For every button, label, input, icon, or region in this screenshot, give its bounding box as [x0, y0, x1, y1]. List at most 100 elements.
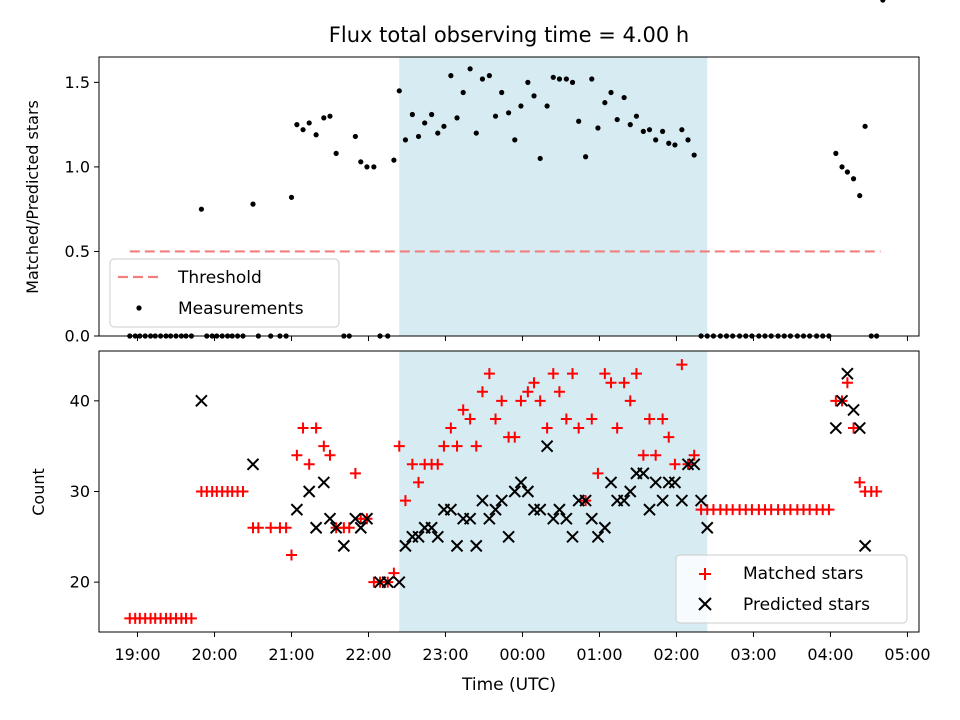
predicted-star-marker [591, 530, 605, 544]
measurement-point [525, 79, 531, 85]
matched-star-marker [605, 377, 617, 389]
bottom-y-axis-label: Count [29, 468, 48, 516]
measurement-point [198, 206, 205, 212]
chart-title: Flux total observing time = 4.00 h [329, 23, 689, 47]
matched-star-marker [657, 413, 669, 425]
matched-star-marker [586, 413, 598, 425]
measurement-point [460, 89, 466, 96]
matched-star-marker [476, 386, 488, 398]
measurement-point [550, 74, 556, 80]
x-tick-label: 05:00 [884, 645, 930, 664]
measurement-point [880, 0, 886, 3]
matched-star-marker [522, 386, 534, 398]
x-tick-label: 03:00 [730, 645, 776, 664]
predicted-star-marker [694, 494, 708, 507]
top-y-tick-label: 0.5 [65, 242, 90, 261]
predicted-star-marker [521, 485, 535, 498]
predicted-star-marker [829, 421, 843, 435]
matched-star-marker [567, 368, 579, 380]
x-tick-label: 19:00 [114, 645, 160, 664]
measurement-point [250, 201, 256, 207]
measurement-point [396, 88, 402, 94]
matched-star-marker [303, 458, 315, 470]
matched-star-marker [470, 440, 482, 452]
measurement-point [415, 133, 422, 140]
measurement-point [833, 150, 839, 156]
matched-star-marker [483, 368, 495, 380]
predicted-star-marker [329, 521, 343, 534]
measurement-point [589, 76, 595, 82]
measurement-point [666, 140, 672, 146]
matched-star-marker [464, 413, 476, 425]
measurement-point [685, 137, 691, 143]
measurement-point [435, 130, 441, 136]
matched-star-marker [624, 395, 636, 407]
measurement-point [409, 111, 415, 118]
x-tick-label: 00:00 [499, 645, 545, 664]
top-y-tick-label: 1.5 [65, 73, 90, 92]
x-tick-label: 02:00 [653, 645, 699, 664]
matched-star-marker [611, 422, 623, 434]
measurement-point [614, 116, 620, 123]
measurement-point [844, 169, 850, 175]
measurement-point [660, 128, 666, 134]
top-legend: Threshold Measurements [109, 258, 340, 328]
measurement-point [679, 127, 685, 133]
top-y-tick-label: 0.0 [65, 327, 90, 346]
predicted-star-marker [337, 539, 351, 553]
measurement-point [402, 137, 409, 143]
matched-star-marker [252, 522, 264, 534]
measurement-point [537, 155, 543, 162]
measurement-point [633, 113, 640, 119]
measurement-point [672, 142, 678, 148]
predicted-star-marker [495, 494, 508, 507]
matched-star-marker [592, 467, 604, 479]
matched-star-marker [291, 449, 303, 461]
predicted-star-marker [835, 394, 849, 408]
predicted-star-marker [668, 476, 682, 489]
bottom-axis-ticks: 20 30 40 19:00 20:00 21:00 22:00 23:00 00:00 01:0… [70, 391, 931, 664]
measurement-point [422, 120, 428, 126]
measurement-point [621, 94, 627, 101]
matched-star-marker [457, 404, 469, 416]
predicted-star-marker [675, 494, 689, 507]
matched-star-marker [676, 359, 688, 371]
matched-star-marker [413, 476, 425, 488]
x-tick-label: 22:00 [345, 645, 391, 664]
predicted-star-marker [309, 521, 323, 534]
bottom-y-tick-label: 40 [70, 391, 90, 410]
predicted-star-marker [246, 458, 260, 471]
measurement-point [646, 127, 653, 133]
legend-predicted-label: Predicted stars [743, 595, 870, 615]
top-axis-ticks: 0.0 0.5 1.0 1.5 [65, 73, 908, 346]
matched-star-marker [406, 458, 418, 470]
matched-star-marker [343, 522, 355, 534]
measurement-point [294, 122, 300, 128]
bottom-y-tick-label: 30 [70, 482, 90, 501]
predicted-star-marker [649, 476, 662, 489]
predicted-star-marker [381, 575, 394, 589]
matched-star-marker [265, 522, 277, 534]
measurement-point [492, 113, 499, 119]
predicted-star-marker [853, 421, 866, 435]
measurement-point [531, 93, 537, 99]
matched-star-marker [496, 395, 508, 407]
measurement-point [839, 164, 845, 170]
matched-star-marker [515, 395, 527, 407]
measurement-point [364, 164, 370, 170]
measurement-point [313, 132, 319, 138]
top-legend-box [109, 258, 340, 328]
predicted-star-marker [476, 494, 489, 507]
top-shaded-span [399, 57, 708, 336]
predicted-star-marker [547, 512, 560, 525]
bottom-panel: 20 30 40 19:00 20:00 21:00 22:00 23:00 00:00 01:0… [29, 351, 931, 695]
predicted-star-marker [585, 512, 598, 525]
predicted-star-marker [560, 512, 573, 525]
predicted-star-marker [431, 530, 444, 544]
measurement-point [352, 133, 358, 140]
matched-star-marker [432, 458, 444, 470]
predicted-star-marker [412, 530, 425, 544]
measurement-point [473, 130, 479, 136]
predicted-star-marker [566, 530, 579, 544]
